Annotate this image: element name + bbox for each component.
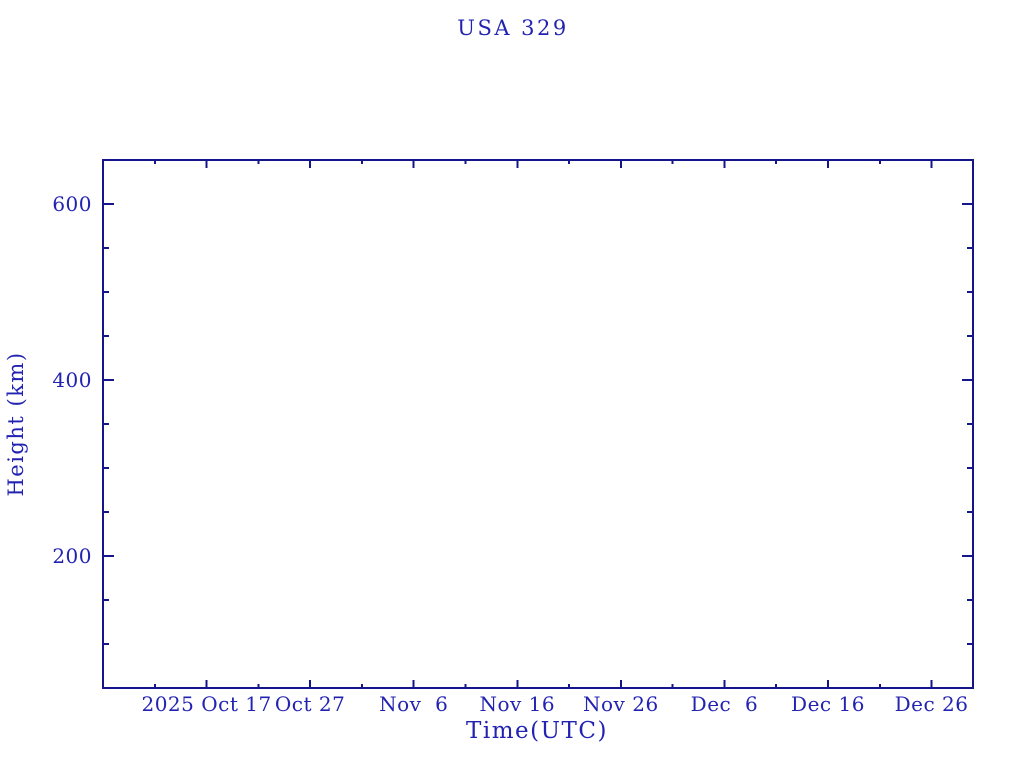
y-axis-title: Height (km) (4, 351, 28, 497)
x-axis-title: Time(UTC) (466, 718, 608, 744)
y-tick-label: 200 (52, 544, 92, 568)
x-tick-label: Dec 26 (895, 692, 969, 716)
x-tick-label: Nov 26 (583, 692, 659, 716)
plot-frame (102, 159, 974, 689)
x-tick-label: Dec 6 (691, 692, 759, 716)
x-tick-label: Nov 6 (379, 692, 448, 716)
x-tick-label: Nov 16 (479, 692, 555, 716)
x-tick-label: 2025 Oct 17 (141, 692, 271, 716)
chart-title: USA 329 (457, 16, 569, 40)
y-tick-label: 600 (52, 192, 92, 216)
y-tick-label: 400 (52, 368, 92, 392)
x-tick-label: Oct 27 (275, 692, 345, 716)
x-tick-label: Dec 16 (791, 692, 865, 716)
